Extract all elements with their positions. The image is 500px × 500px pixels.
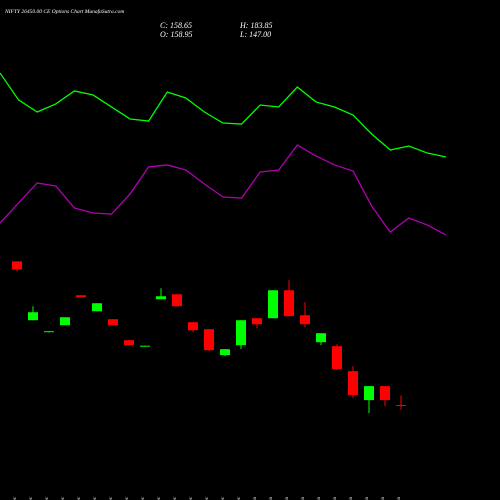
candle-body bbox=[140, 345, 150, 347]
candle-body bbox=[44, 331, 54, 333]
x-tick-label: 26 Dec bbox=[189, 496, 194, 500]
candle-body bbox=[60, 317, 70, 326]
candle-body bbox=[396, 405, 406, 407]
x-tick-label: 31 Dec bbox=[237, 496, 242, 500]
x-tick-label: 23 Dec bbox=[157, 496, 162, 500]
x-tick-label: 10 Dec bbox=[45, 496, 50, 500]
candle-body bbox=[12, 261, 22, 270]
candle-body bbox=[188, 322, 198, 331]
candle-body bbox=[172, 294, 182, 307]
chart-title: NIFTY 26450.00 CE Options Chart MunafaSu… bbox=[4, 8, 124, 15]
candle-body bbox=[204, 329, 214, 351]
x-tick-label: 29 Dec bbox=[205, 496, 210, 500]
open-label: O: 158.95 bbox=[160, 30, 192, 39]
close-label: C: 158.65 bbox=[160, 21, 192, 30]
candle-body bbox=[268, 290, 278, 319]
candle-body bbox=[252, 318, 262, 325]
candle-body bbox=[316, 333, 326, 343]
x-tick-label: 02 Jan bbox=[269, 497, 274, 500]
candle-body bbox=[348, 371, 358, 396]
x-tick-label: 16 Dec bbox=[109, 496, 114, 500]
candle-body bbox=[92, 303, 102, 312]
x-tick-label: 24 Dec bbox=[173, 496, 178, 500]
x-tick-label: 13 Jan bbox=[381, 497, 386, 500]
candle-body bbox=[364, 386, 374, 401]
candle-body bbox=[76, 295, 86, 298]
x-tick-label: 09 Dec bbox=[29, 496, 34, 500]
candle-body bbox=[156, 296, 166, 300]
x-tick-label: 19 Dec bbox=[141, 496, 146, 500]
x-tick-label: 07 Jan bbox=[317, 497, 322, 500]
candle-body bbox=[284, 290, 294, 317]
candle-body bbox=[380, 386, 390, 401]
candle-body bbox=[108, 319, 118, 326]
x-tick-label: 08 Dec bbox=[13, 496, 18, 500]
candle-body bbox=[300, 315, 310, 325]
x-tick-label: 12 Dec bbox=[77, 496, 82, 500]
x-tick-label: 14 Jan bbox=[397, 497, 402, 500]
x-tick-label: 11 Dec bbox=[61, 496, 66, 500]
x-tick-label: 01 Jan bbox=[253, 497, 258, 500]
x-tick-label: 09 Jan bbox=[349, 497, 354, 500]
indicator-line bbox=[0, 144, 447, 236]
x-tick-label: 17 Dec bbox=[125, 496, 130, 500]
indicator-line bbox=[0, 72, 447, 158]
candle-body bbox=[220, 349, 230, 356]
candle-body bbox=[28, 312, 38, 321]
candle-body bbox=[332, 346, 342, 370]
candle-body bbox=[236, 320, 246, 346]
x-tick-label: 06 Jan bbox=[301, 497, 306, 500]
low-label: L: 147.00 bbox=[239, 30, 271, 39]
candle-body bbox=[124, 340, 134, 346]
x-tick-label: 30 Dec bbox=[221, 496, 226, 500]
x-tick-label: 08 Jan bbox=[333, 497, 338, 500]
high-label: H: 183.85 bbox=[239, 21, 272, 30]
x-tick-label: 15 Dec bbox=[93, 496, 98, 500]
x-tick-label: 05 Jan bbox=[285, 497, 290, 500]
x-tick-label: 12 Jan bbox=[365, 497, 370, 500]
